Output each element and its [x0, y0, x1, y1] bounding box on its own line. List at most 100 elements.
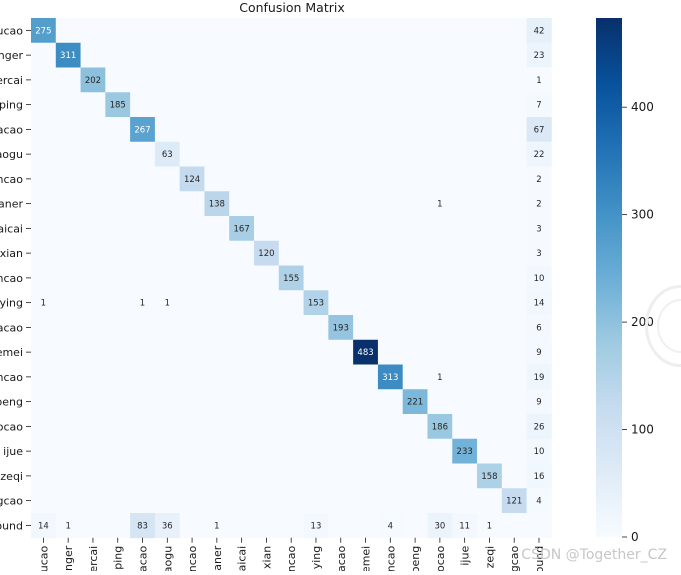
- x-tick-label: aicai: [236, 546, 249, 571]
- x-tick-label: aner: [211, 545, 224, 570]
- heatmap-cell: [55, 216, 81, 242]
- heatmap-cell: [254, 240, 280, 266]
- x-tick-label: acao: [137, 545, 150, 571]
- heatmap-cell: [377, 389, 404, 415]
- heatmap-cell-value: 185: [110, 101, 126, 111]
- heatmap-cell: [377, 488, 404, 514]
- heatmap-cell: [179, 240, 205, 266]
- heatmap-cell: [179, 191, 205, 217]
- x-tick-label: peng: [409, 546, 422, 571]
- heatmap-cell: [402, 141, 428, 167]
- y-tick-label: xian: [0, 247, 23, 260]
- heatmap-cell: [80, 513, 106, 539]
- heatmap-cell: [402, 463, 428, 489]
- heatmap-cell: [402, 166, 428, 192]
- colorbar-tick-label: 0: [631, 530, 639, 544]
- heatmap-cell: [353, 117, 379, 143]
- heatmap-cell: [477, 42, 503, 68]
- heatmap-cell: [254, 166, 280, 192]
- heatmap-cell: [452, 364, 478, 390]
- heatmap-cell: [179, 414, 205, 440]
- y-tick-label: aogu: [0, 148, 23, 161]
- heatmap-cell: [427, 488, 453, 514]
- heatmap-cell: [179, 389, 205, 415]
- heatmap-cell-value: 7: [536, 101, 541, 111]
- heatmap-cell: [31, 117, 57, 143]
- chart-title: Confusion Matrix: [239, 0, 345, 15]
- heatmap-cell: [154, 315, 181, 341]
- heatmap-cell: [402, 18, 428, 44]
- heatmap-cell-value: 121: [506, 497, 522, 507]
- heatmap-cell: [402, 92, 428, 118]
- heatmap-cell: [477, 67, 503, 93]
- heatmap-cell: [501, 513, 527, 539]
- heatmap-cell: [154, 240, 181, 266]
- heatmap-cell: [402, 364, 428, 390]
- heatmap-cell: [105, 18, 131, 44]
- x-tick-label: ijue: [459, 546, 472, 566]
- heatmap-cell: [377, 513, 404, 539]
- heatmap-cell: [501, 18, 527, 44]
- heatmap-cell: [452, 240, 478, 266]
- heatmap-cell-value: 138: [209, 200, 225, 210]
- heatmap-cell: [31, 265, 57, 291]
- heatmap-cell: [452, 438, 478, 464]
- heatmap-cell: [80, 42, 106, 68]
- heatmap-cell: [377, 339, 404, 365]
- heatmap-cell: [179, 141, 205, 167]
- heatmap-cell: [328, 488, 354, 514]
- heatmap-cell-value: 167: [234, 224, 250, 234]
- heatmap-cell: [303, 166, 329, 192]
- heatmap-cell: [229, 265, 255, 291]
- heatmap-cell: [353, 339, 379, 365]
- heatmap-cell: [278, 191, 304, 217]
- heatmap-cell: [452, 67, 478, 93]
- x-tick-label: ound: [533, 546, 546, 571]
- heatmap-cell: [55, 438, 81, 464]
- heatmap-cell: [427, 513, 453, 539]
- heatmap-cell: [154, 389, 181, 415]
- heatmap-cell: [501, 141, 527, 167]
- heatmap-cell: [402, 117, 428, 143]
- heatmap-cell: [31, 463, 57, 489]
- y-tick-label: zeqi: [0, 470, 23, 483]
- heatmap-cell: [254, 141, 280, 167]
- heatmap-cell: [501, 216, 527, 242]
- heatmap-cell-value: 1: [214, 521, 219, 531]
- heatmap-cell: [328, 240, 354, 266]
- heatmap-cell-value: 275: [35, 26, 51, 36]
- heatmap-cell: [328, 18, 354, 44]
- heatmap-cell: [130, 315, 156, 341]
- heatmap-cell: [105, 42, 131, 68]
- heatmap-cell: [402, 191, 428, 217]
- heatmap-cell: [105, 191, 131, 217]
- x-tick-label: xian: [260, 546, 273, 569]
- heatmap-cell: [303, 389, 329, 415]
- heatmap-cell: [353, 290, 379, 316]
- heatmap-cell: [130, 240, 156, 266]
- heatmap-cell-value: 124: [184, 175, 200, 185]
- heatmap-cell: [204, 290, 230, 316]
- heatmap-cell-value: 14: [534, 299, 545, 309]
- heatmap-cell: [154, 463, 181, 489]
- heatmap-cell: [254, 92, 280, 118]
- heatmap-cell: [204, 265, 230, 291]
- heatmap-cell: [328, 463, 354, 489]
- heatmap-cell: [303, 438, 329, 464]
- heatmap-cell: [154, 265, 181, 291]
- heatmap-cell: [154, 364, 181, 390]
- heatmap-cell: [303, 67, 329, 93]
- heatmap-cell: [328, 141, 354, 167]
- heatmap-cell: [80, 414, 106, 440]
- heatmap-cell: [229, 166, 255, 192]
- heatmap-cell-value: 2: [536, 175, 541, 185]
- heatmap-cell: [55, 18, 81, 44]
- heatmap-cell: [526, 315, 552, 341]
- heatmap-cell: [254, 513, 280, 539]
- heatmap-cell: [303, 240, 329, 266]
- heatmap-cell: [377, 67, 404, 93]
- heatmap-cell: [254, 18, 280, 44]
- heatmap-cell: [353, 92, 379, 118]
- heatmap-cell: [229, 18, 255, 44]
